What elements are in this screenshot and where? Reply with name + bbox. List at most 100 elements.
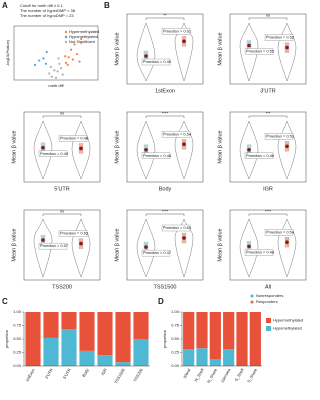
bar-segment — [133, 339, 149, 366]
x-tick-label: S_Shelf — [233, 367, 245, 382]
plot-frame — [13, 25, 99, 81]
median-label-box — [38, 150, 68, 157]
violin — [174, 120, 194, 180]
significance: ns — [60, 111, 64, 116]
y-tick-label: 0.00 — [171, 363, 180, 368]
plot-frame — [23, 111, 101, 183]
legend-label: Not Significant — [69, 39, 96, 44]
y-axis-label: Mean β value — [11, 130, 17, 163]
point — [48, 72, 51, 75]
y-axis-label: Mean β value — [217, 130, 223, 163]
y-tick-label: 1.00 — [13, 309, 22, 314]
point — [33, 63, 37, 66]
significance: ns — [60, 209, 64, 214]
median-point — [41, 145, 45, 150]
x-tick-label: S_Shore — [246, 367, 259, 384]
significance-bracket — [145, 213, 185, 216]
significance: **** — [265, 209, 272, 214]
x-axis-label: IGR — [263, 186, 273, 192]
x-axis-label: 3'UTR — [260, 88, 275, 94]
significance: ns — [266, 13, 270, 18]
point — [78, 60, 81, 63]
median-label: P̂median = 0.54 — [163, 131, 192, 136]
median-point — [247, 43, 251, 48]
median-label: P̂median = 0.47 — [143, 250, 172, 255]
y-tick-label: 0.75 — [13, 323, 22, 328]
bar-segment — [183, 349, 195, 366]
point — [42, 57, 45, 60]
violin — [277, 218, 297, 278]
point — [38, 59, 41, 62]
legend-swatch — [250, 300, 254, 304]
point — [66, 63, 69, 66]
significance: **** — [162, 111, 169, 116]
x-tick-label: 5'UTR — [62, 367, 72, 379]
violin — [239, 120, 259, 180]
y-axis-label: Mean β value — [114, 228, 120, 261]
point — [75, 52, 79, 56]
point — [59, 67, 63, 70]
median-point — [285, 144, 289, 149]
point — [70, 48, 73, 51]
median-point — [182, 142, 186, 146]
axis — [23, 312, 150, 367]
violin — [33, 218, 53, 278]
y-axis-label: Mean β value — [217, 228, 223, 261]
legend-label: Hypermethylated — [69, 29, 99, 34]
plot-frame — [229, 13, 307, 85]
median-point — [79, 146, 83, 151]
significance-bracket — [42, 213, 82, 216]
bar-segment — [43, 312, 59, 338]
x-axis-label: TSS200 — [52, 284, 72, 290]
median-label-box — [161, 131, 191, 138]
x-axis-label: 5'UTR — [54, 186, 69, 192]
median-label-box — [141, 152, 171, 159]
median-point — [285, 45, 289, 50]
x-tick-label: N_Shelf — [193, 367, 205, 383]
violin — [239, 22, 259, 82]
bar-segment — [183, 312, 195, 350]
bar-segment — [133, 312, 149, 339]
bar-segment — [249, 312, 261, 366]
point — [64, 61, 68, 64]
significance-bracket — [248, 115, 288, 118]
bar-segment — [25, 312, 41, 366]
x-axis-label: 1stExon — [155, 88, 175, 94]
annotation: Cutoff for meth diff ≥ 0.1 — [20, 3, 64, 8]
bar-segment — [79, 350, 95, 366]
plot-frame — [23, 209, 101, 281]
violin — [136, 22, 156, 82]
legend-swatch — [266, 326, 271, 331]
violin — [136, 120, 156, 180]
median-label-box — [141, 249, 171, 257]
median-label: P̂median = 0.52 — [60, 231, 89, 236]
bar-segment — [223, 312, 235, 350]
significance-bracket — [248, 213, 288, 216]
median-point — [144, 54, 148, 58]
violin — [174, 22, 194, 82]
point — [49, 65, 53, 69]
violin — [71, 218, 91, 278]
y-axis-label: Mean β value — [114, 130, 120, 163]
median-label-box — [141, 58, 171, 66]
plot-frame — [229, 111, 307, 183]
x-axis-label: Body — [159, 186, 172, 192]
median-point — [41, 238, 45, 242]
legend-label: Responders — [256, 299, 278, 304]
median-point — [144, 148, 148, 152]
bar-segment — [236, 312, 248, 366]
bar-segment — [97, 312, 113, 356]
bar-segment — [209, 358, 221, 366]
point — [44, 62, 48, 65]
x-tick-label: 1stExon — [24, 368, 36, 383]
median-label: P̂median = 0.61 — [163, 28, 192, 33]
bar-segment — [196, 312, 208, 349]
x-tick-label: Body — [81, 368, 90, 378]
y-tick-label: 0.25 — [171, 350, 180, 355]
median-point — [182, 39, 186, 44]
point — [45, 50, 48, 54]
median-label-box — [58, 135, 88, 142]
median-label-box — [38, 242, 68, 250]
significance-bracket — [145, 17, 185, 20]
bar-segment — [196, 348, 208, 366]
